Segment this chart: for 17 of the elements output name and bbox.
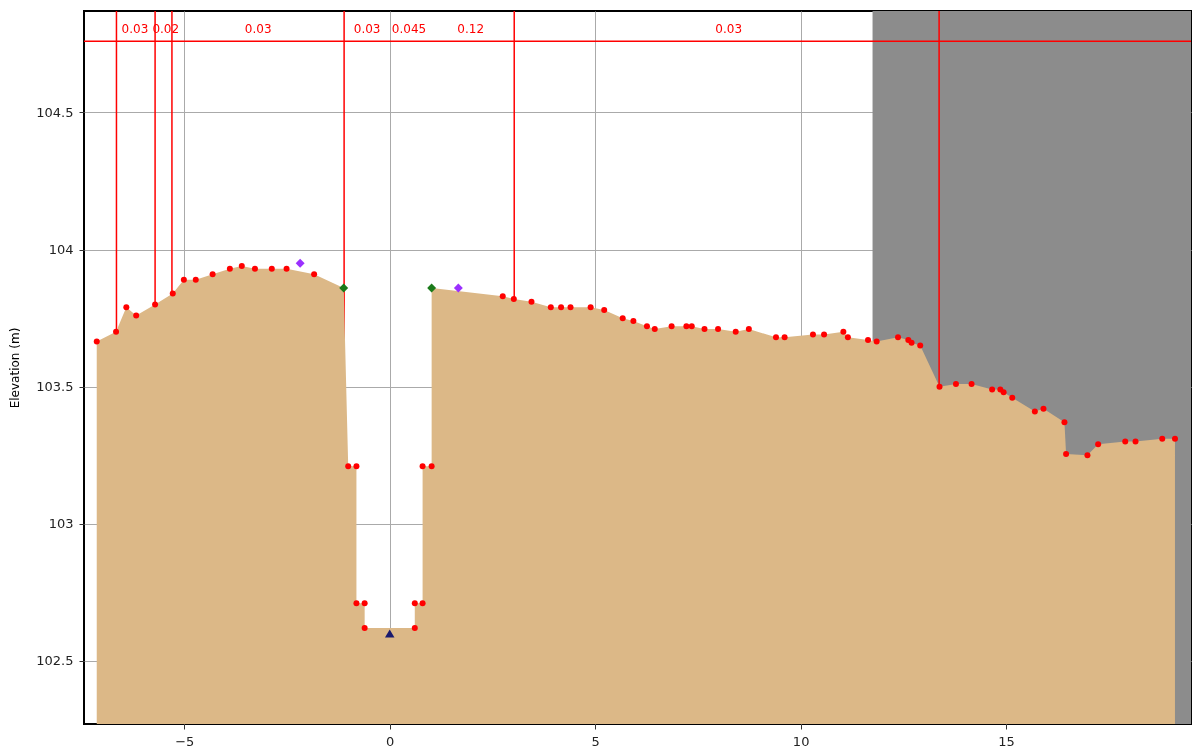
x-tick-label: −5 [175, 733, 195, 749]
y-tick-label: 103 [48, 516, 74, 532]
y-tick-label: 103.5 [36, 379, 74, 395]
x-tick-label: 0 [386, 733, 395, 749]
annotation: 0.03 [353, 22, 381, 37]
y-axis-title: Elevation (m) [8, 327, 23, 409]
annotation: 0.12 [457, 22, 485, 37]
annotation: 0.03 [715, 22, 743, 37]
annotation: 0.045 [391, 22, 427, 37]
annotation: 0.03 [244, 22, 272, 37]
x-tick-label: 15 [998, 733, 1015, 749]
y-tick-label: 104 [48, 242, 74, 258]
x-tick-label: 5 [591, 733, 600, 749]
annotation: 0.03 [121, 22, 149, 37]
y-tick-label: 102.5 [36, 653, 74, 669]
x-tick-label: 10 [792, 733, 810, 749]
y-tick-label: 104.5 [36, 104, 74, 120]
